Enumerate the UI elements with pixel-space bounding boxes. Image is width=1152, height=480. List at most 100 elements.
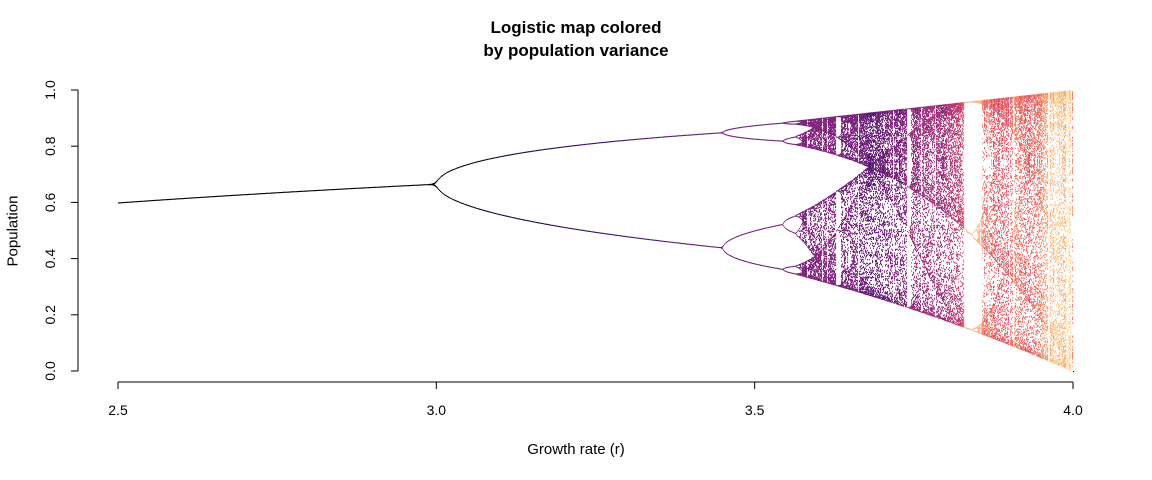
point-column: [367, 187, 369, 189]
point-column: [1017, 96, 1019, 349]
point-column: [369, 187, 371, 189]
point-column: [431, 183, 433, 186]
point-column: [1054, 92, 1056, 364]
point-column: [931, 105, 933, 317]
point-column: [364, 187, 366, 189]
point-column: [219, 195, 221, 197]
point-column: [678, 135, 680, 244]
point-column: [487, 158, 489, 212]
point-column: [917, 107, 919, 312]
point-column: [173, 198, 175, 200]
point-column: [952, 103, 954, 324]
point-column: [990, 99, 992, 338]
point-column: [239, 194, 241, 196]
point-column: [132, 201, 134, 203]
point-column: [127, 201, 129, 203]
point-column: [327, 189, 329, 191]
point-column: [233, 194, 235, 196]
point-column: [798, 120, 800, 276]
point-column: [265, 192, 267, 194]
point-column: [823, 117, 825, 283]
point-column: [600, 142, 602, 234]
y-tick-label: 0.4: [42, 249, 58, 269]
point-column: [180, 198, 182, 200]
point-column: [586, 143, 588, 232]
point-column: [812, 118, 814, 280]
point-column: [1057, 91, 1059, 366]
point-column: [444, 173, 446, 196]
point-column: [838, 115, 840, 287]
point-column: [263, 193, 265, 195]
point-column: [389, 186, 391, 188]
point-column: [918, 107, 920, 312]
point-column: [471, 162, 473, 208]
point-column: [604, 141, 606, 235]
point-column: [544, 148, 546, 225]
point-column: [827, 117, 829, 284]
point-column: [737, 127, 739, 260]
point-column: [276, 192, 278, 194]
point-column: [287, 191, 289, 193]
point-column: [797, 120, 799, 276]
point-column: [515, 153, 517, 219]
point-column: [475, 161, 477, 209]
point-column: [150, 200, 152, 202]
point-column: [828, 117, 830, 284]
point-column: [1062, 91, 1064, 368]
point-column: [845, 115, 847, 289]
point-column: [404, 185, 406, 187]
point-column: [143, 200, 145, 202]
point-column: [120, 202, 122, 204]
point-column: [819, 118, 821, 282]
point-column: [550, 148, 552, 226]
point-column: [335, 188, 337, 190]
point-column: [325, 189, 327, 191]
point-column: [747, 126, 749, 263]
point-column: [790, 121, 792, 274]
point-column: [288, 191, 290, 193]
point-column: [714, 132, 716, 248]
point-column: [646, 137, 648, 240]
point-column: [961, 102, 963, 327]
point-column: [415, 184, 417, 186]
point-column: [585, 143, 587, 232]
point-column: [902, 108, 904, 307]
point-column: [262, 193, 264, 195]
point-column: [153, 200, 155, 202]
point-column: [181, 198, 183, 200]
point-column: [299, 190, 301, 192]
point-column: [231, 194, 233, 196]
point-column: [711, 132, 713, 248]
point-column: [583, 144, 585, 231]
point-column: [569, 145, 571, 229]
point-column: [611, 141, 613, 236]
point-column: [1035, 94, 1037, 355]
point-column: [139, 200, 141, 202]
point-column: [235, 194, 237, 196]
point-column: [215, 195, 217, 197]
point-column: [751, 125, 753, 264]
point-column: [793, 120, 795, 275]
point-column: [987, 99, 989, 337]
point-column: [787, 121, 789, 273]
point-column: [417, 184, 419, 186]
point-column: [816, 118, 818, 281]
point-column: [175, 198, 177, 200]
point-column: [675, 135, 677, 244]
point-column: [298, 191, 300, 193]
point-column: [166, 199, 168, 201]
point-column: [999, 98, 1001, 342]
point-column: [530, 151, 532, 222]
point-column: [631, 139, 633, 238]
point-column: [522, 152, 524, 221]
point-column: [1056, 91, 1058, 365]
point-column: [662, 136, 664, 242]
point-column: [973, 101, 975, 332]
point-column: [826, 117, 828, 283]
point-column: [428, 184, 430, 186]
point-column: [124, 202, 126, 204]
point-column: [406, 185, 408, 187]
point-column: [566, 146, 568, 229]
point-column: [928, 106, 930, 316]
point-column: [596, 142, 598, 233]
